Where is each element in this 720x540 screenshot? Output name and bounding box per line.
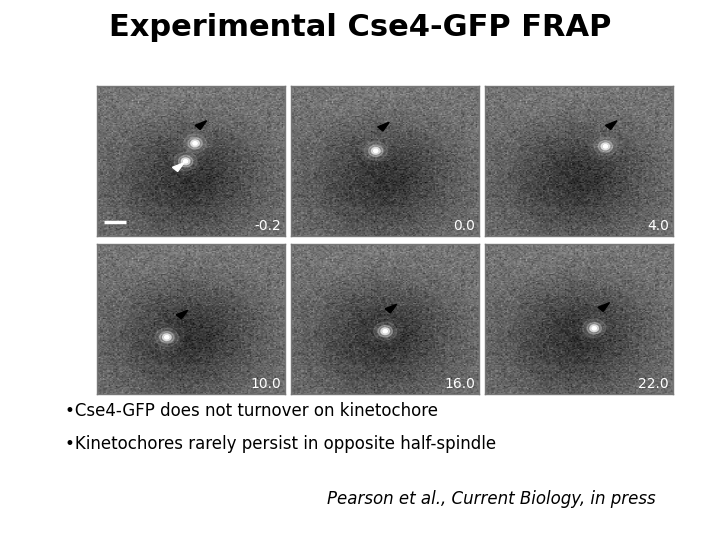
Polygon shape [176, 310, 188, 319]
Circle shape [369, 145, 383, 157]
Text: •Kinetochores rarely persist in opposite half-spindle: •Kinetochores rarely persist in opposite… [65, 435, 496, 453]
Circle shape [381, 328, 390, 335]
Circle shape [383, 329, 387, 333]
Circle shape [372, 147, 380, 154]
Circle shape [598, 140, 613, 152]
Circle shape [364, 141, 387, 160]
Circle shape [603, 145, 608, 148]
Circle shape [587, 322, 601, 334]
Circle shape [160, 332, 174, 343]
Circle shape [191, 140, 199, 147]
Circle shape [184, 134, 207, 153]
Text: •Cse4-GFP does not turnover on kinetochore: •Cse4-GFP does not turnover on kinetocho… [65, 402, 438, 420]
Polygon shape [598, 303, 610, 312]
Circle shape [193, 141, 197, 145]
Text: 4.0: 4.0 [647, 219, 669, 233]
Circle shape [601, 143, 610, 150]
Circle shape [592, 327, 596, 330]
Text: 16.0: 16.0 [444, 377, 475, 391]
Text: 22.0: 22.0 [638, 377, 669, 391]
Circle shape [156, 328, 179, 347]
Circle shape [590, 325, 598, 332]
Circle shape [163, 334, 171, 341]
Text: 10.0: 10.0 [251, 377, 281, 391]
Circle shape [594, 137, 617, 156]
Text: -0.2: -0.2 [254, 219, 281, 233]
Text: 0.0: 0.0 [453, 219, 475, 233]
Polygon shape [606, 121, 617, 130]
Circle shape [184, 160, 188, 163]
Polygon shape [385, 304, 397, 313]
Text: Pearson et al., Current Biology, in press: Pearson et al., Current Biology, in pres… [327, 490, 655, 508]
Circle shape [174, 152, 197, 171]
Polygon shape [378, 122, 390, 131]
Circle shape [582, 319, 606, 338]
Polygon shape [173, 163, 184, 172]
Polygon shape [195, 121, 207, 130]
Circle shape [181, 158, 190, 165]
Text: Experimental Cse4-GFP FRAP: Experimental Cse4-GFP FRAP [109, 14, 611, 43]
Circle shape [179, 156, 193, 167]
Circle shape [188, 138, 202, 149]
Circle shape [374, 149, 378, 153]
Circle shape [374, 322, 397, 341]
Circle shape [378, 326, 392, 337]
Circle shape [165, 335, 169, 339]
